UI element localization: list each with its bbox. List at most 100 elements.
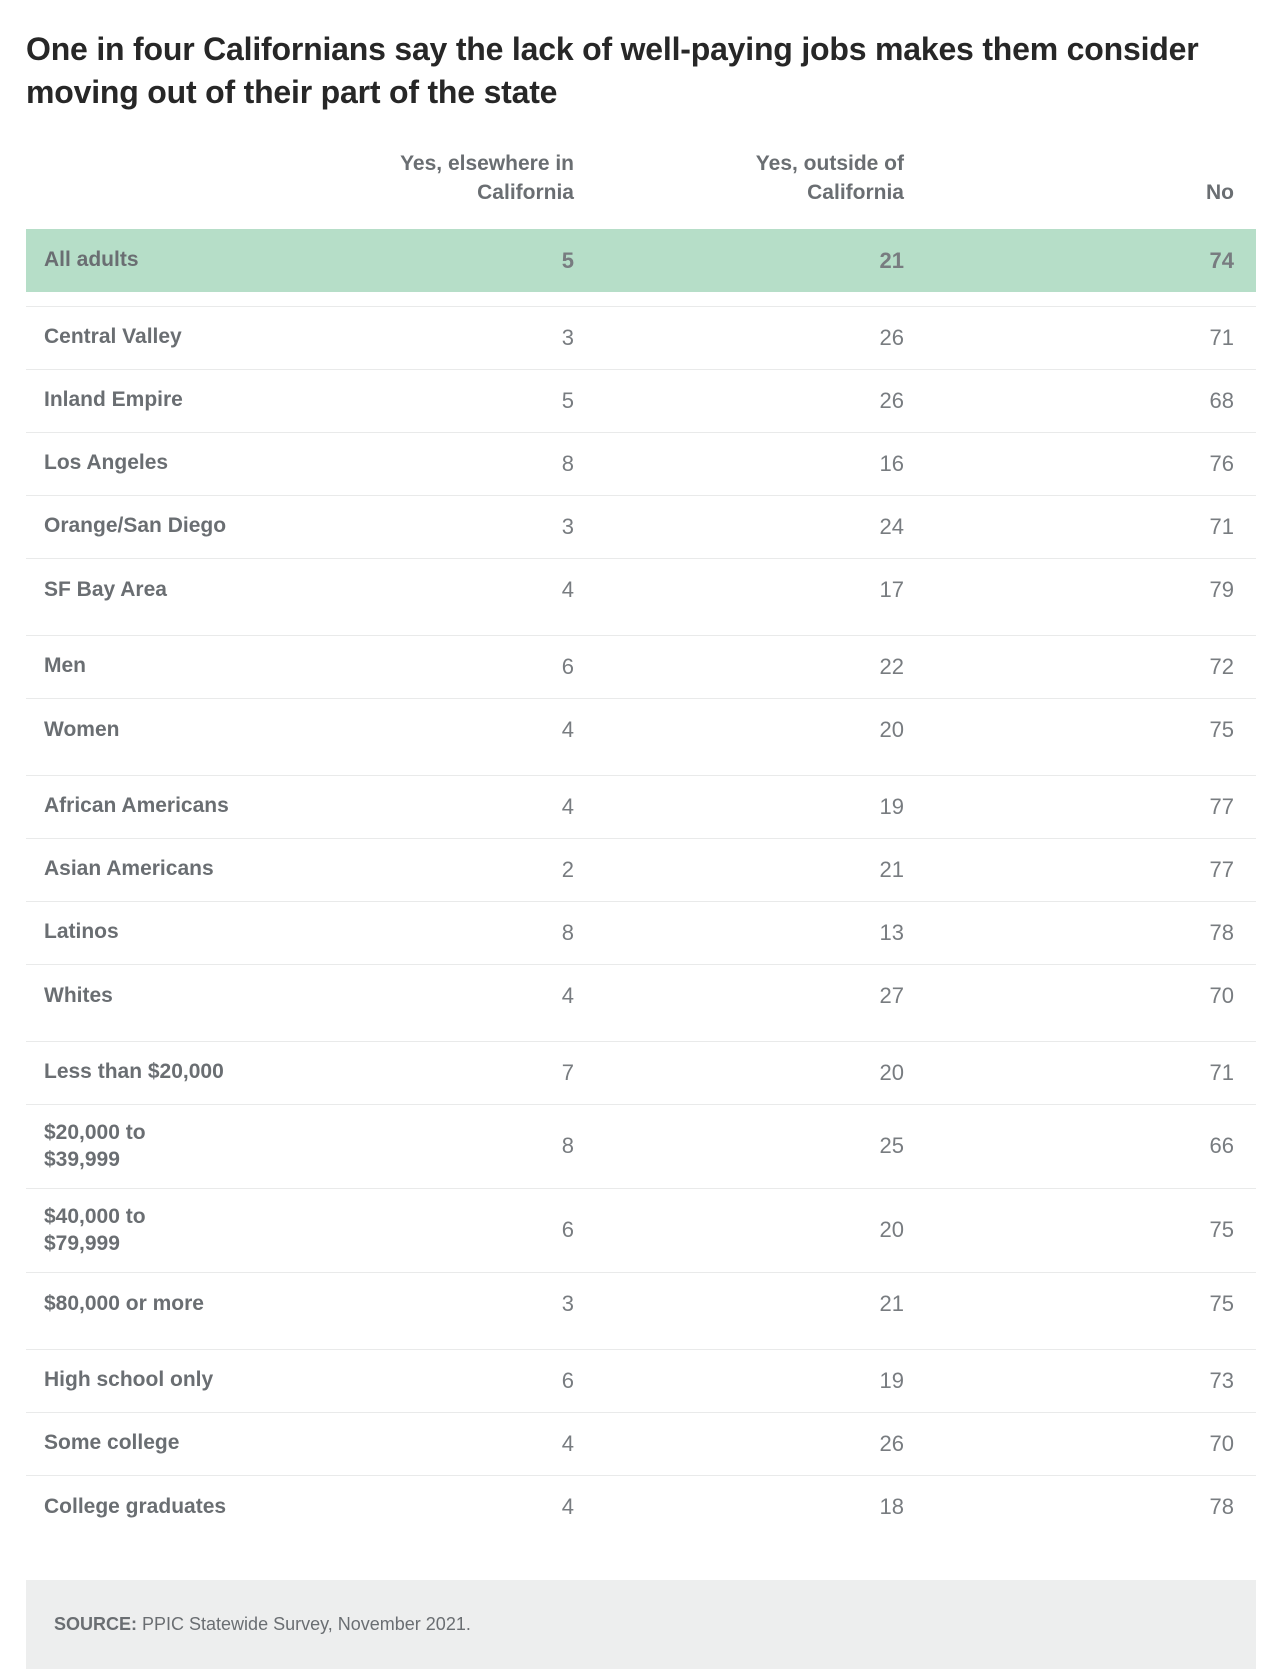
cell-no: 70 [926, 964, 1256, 1027]
table-row: Men62272 [26, 635, 1256, 698]
row-label: African Americans [26, 775, 266, 838]
table-row: Women42075 [26, 698, 1256, 761]
cell-elsewhere: 7 [266, 1041, 596, 1104]
table-row: $20,000 to$39,99982566 [26, 1104, 1256, 1188]
row-label: Asian Americans [26, 838, 266, 901]
table-row: $80,000 or more32175 [26, 1272, 1256, 1335]
cell-elsewhere: 5 [266, 369, 596, 432]
table-row: Some college42670 [26, 1412, 1256, 1475]
table-row: African Americans41977 [26, 775, 1256, 838]
row-label: Men [26, 635, 266, 698]
cell-outside: 20 [596, 1041, 926, 1104]
row-label: Less than $20,000 [26, 1041, 266, 1104]
cell-elsewhere: 8 [266, 432, 596, 495]
table-row: All adults52174 [26, 229, 1256, 292]
cell-no: 77 [926, 838, 1256, 901]
cell-no: 79 [926, 558, 1256, 621]
table-row: Orange/San Diego32471 [26, 495, 1256, 558]
col-header-no: No [926, 150, 1256, 229]
col-header-elsewhere: Yes, elsewhere inCalifornia [266, 150, 596, 229]
cell-elsewhere: 4 [266, 1475, 596, 1538]
group-spacer [26, 292, 1256, 306]
cell-no: 72 [926, 635, 1256, 698]
row-label: Latinos [26, 901, 266, 964]
cell-no: 75 [926, 1188, 1256, 1272]
cell-outside: 21 [596, 838, 926, 901]
table-row: College graduates41878 [26, 1475, 1256, 1538]
cell-elsewhere: 4 [266, 775, 596, 838]
table-row: High school only61973 [26, 1349, 1256, 1412]
cell-outside: 13 [596, 901, 926, 964]
cell-elsewhere: 8 [266, 1104, 596, 1188]
cell-outside: 21 [596, 1272, 926, 1335]
cell-no: 78 [926, 901, 1256, 964]
cell-outside: 27 [596, 964, 926, 1027]
cell-no: 71 [926, 495, 1256, 558]
cell-outside: 24 [596, 495, 926, 558]
cell-outside: 19 [596, 1349, 926, 1412]
row-label: Inland Empire [26, 369, 266, 432]
cell-no: 68 [926, 369, 1256, 432]
header-row: Yes, elsewhere inCalifornia Yes, outside… [26, 150, 1256, 229]
source-text: PPIC Statewide Survey, November 2021. [137, 1614, 471, 1634]
cell-outside: 26 [596, 369, 926, 432]
row-label: High school only [26, 1349, 266, 1412]
cell-elsewhere: 6 [266, 1188, 596, 1272]
table-row: Less than $20,00072071 [26, 1041, 1256, 1104]
table-row: Asian Americans22177 [26, 838, 1256, 901]
cell-no: 75 [926, 698, 1256, 761]
row-label: All adults [26, 229, 266, 292]
cell-outside: 25 [596, 1104, 926, 1188]
cell-elsewhere: 3 [266, 306, 596, 369]
row-label: $40,000 to$79,999 [26, 1188, 266, 1272]
table-row: Latinos81378 [26, 901, 1256, 964]
group-spacer [26, 1335, 1256, 1349]
cell-outside: 20 [596, 698, 926, 761]
cell-outside: 22 [596, 635, 926, 698]
cell-outside: 18 [596, 1475, 926, 1538]
cell-outside: 19 [596, 775, 926, 838]
row-label: Whites [26, 964, 266, 1027]
row-label: Central Valley [26, 306, 266, 369]
survey-table: Yes, elsewhere inCalifornia Yes, outside… [26, 150, 1256, 1538]
cell-no: 77 [926, 775, 1256, 838]
row-label: $80,000 or more [26, 1272, 266, 1335]
row-label: Women [26, 698, 266, 761]
row-label: SF Bay Area [26, 558, 266, 621]
cell-elsewhere: 5 [266, 229, 596, 292]
table-row: SF Bay Area41779 [26, 558, 1256, 621]
chart-title: One in four Californians say the lack of… [26, 28, 1256, 114]
cell-no: 71 [926, 306, 1256, 369]
row-label: $20,000 to$39,999 [26, 1104, 266, 1188]
cell-no: 73 [926, 1349, 1256, 1412]
source-note: SOURCE: PPIC Statewide Survey, November … [26, 1580, 1256, 1669]
cell-outside: 17 [596, 558, 926, 621]
cell-elsewhere: 8 [266, 901, 596, 964]
row-label: Some college [26, 1412, 266, 1475]
cell-elsewhere: 6 [266, 635, 596, 698]
table-row: Inland Empire52668 [26, 369, 1256, 432]
group-spacer [26, 761, 1256, 775]
cell-no: 75 [926, 1272, 1256, 1335]
table-row: Whites42770 [26, 964, 1256, 1027]
table-row: Central Valley32671 [26, 306, 1256, 369]
cell-outside: 26 [596, 1412, 926, 1475]
col-header-outside: Yes, outside ofCalifornia [596, 150, 926, 229]
cell-elsewhere: 3 [266, 495, 596, 558]
cell-outside: 16 [596, 432, 926, 495]
cell-outside: 20 [596, 1188, 926, 1272]
cell-no: 70 [926, 1412, 1256, 1475]
group-spacer [26, 1027, 1256, 1041]
row-label: College graduates [26, 1475, 266, 1538]
cell-elsewhere: 2 [266, 838, 596, 901]
cell-no: 78 [926, 1475, 1256, 1538]
cell-no: 74 [926, 229, 1256, 292]
source-label: SOURCE: [54, 1614, 137, 1634]
table-row: $40,000 to$79,99962075 [26, 1188, 1256, 1272]
cell-elsewhere: 6 [266, 1349, 596, 1412]
cell-elsewhere: 4 [266, 964, 596, 1027]
cell-no: 76 [926, 432, 1256, 495]
cell-no: 66 [926, 1104, 1256, 1188]
cell-outside: 26 [596, 306, 926, 369]
row-label: Orange/San Diego [26, 495, 266, 558]
